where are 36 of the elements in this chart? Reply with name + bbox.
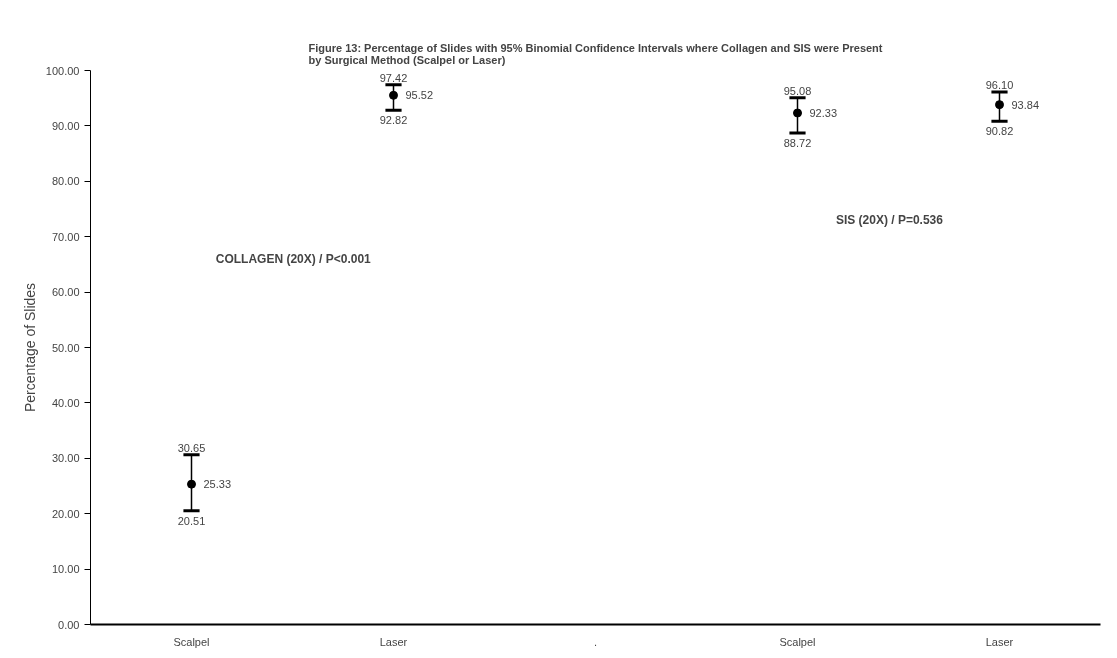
- chart-title: Figure 13: Percentage of Slides with 95% Binomial Confidence Intervals where Collagen and SIS were Present by Surgical Method (Scalpel or Laser): [308, 41, 883, 66]
- y-tick-label: 60.00: [51, 286, 80, 299]
- annotation: 90.82: [985, 125, 1014, 138]
- annotation: 92.82: [379, 114, 408, 127]
- y-tick-label: 50.00: [51, 341, 80, 354]
- point: [995, 100, 1004, 110]
- point: [389, 90, 398, 100]
- annotation: SIS (20X) / P=0.536: [835, 213, 944, 228]
- annotation: 30.65: [177, 441, 206, 454]
- data-label: 93.84: [1011, 98, 1040, 111]
- annotation: 95.08: [783, 84, 812, 97]
- y-tick-label: 90.00: [51, 119, 80, 132]
- data-label: 95.52: [405, 89, 434, 102]
- y-tick-label: 20.00: [51, 507, 80, 520]
- y-tick-label: 80.00: [51, 175, 80, 188]
- x-tick-label: Scalpel: [779, 635, 816, 648]
- x-tick-label: Scalpel: [173, 635, 210, 648]
- y-tick-label: 70.00: [51, 230, 80, 243]
- y-tick-label: 10.00: [51, 563, 80, 576]
- annotation: 96.10: [985, 79, 1014, 92]
- y-tick-label: 100.00: [45, 64, 80, 77]
- data-label: 25.33: [203, 478, 232, 491]
- annotation: 97.42: [379, 71, 408, 84]
- x-tick-label: Laser: [985, 635, 1014, 648]
- y-tick-label: 30.00: [51, 452, 80, 465]
- x-tick-label: .: [593, 635, 598, 648]
- point: [187, 479, 196, 489]
- y-axis-title: Percentage of Slides: [21, 282, 38, 413]
- annotation: 20.51: [177, 514, 206, 527]
- annotation: 88.72: [783, 136, 812, 149]
- point: [793, 108, 802, 118]
- y-tick-label: 0.00: [58, 618, 80, 631]
- y-tick-label: 40.00: [51, 396, 80, 409]
- data-label: 92.33: [809, 106, 838, 119]
- x-tick-label: Laser: [379, 635, 408, 648]
- annotation: COLLAGEN (20X) / P<0.001: [215, 251, 372, 266]
